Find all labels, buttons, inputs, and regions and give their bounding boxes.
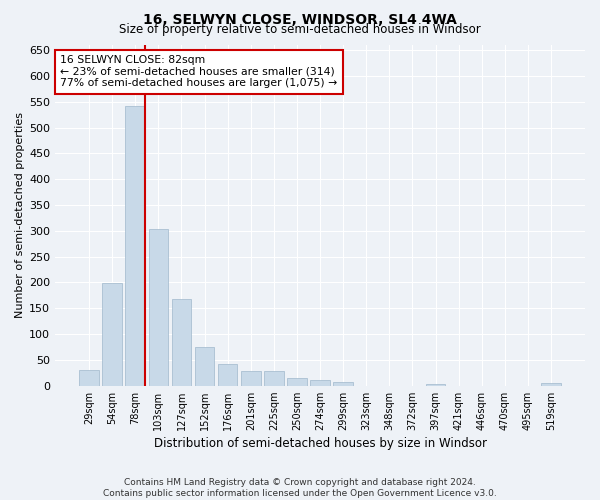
Bar [172, 300, 191, 386]
Bar [541, 383, 561, 386]
Text: Size of property relative to semi-detached houses in Windsor: Size of property relative to semi-detach… [119, 22, 481, 36]
Bar [218, 364, 238, 386]
Bar [264, 370, 284, 386]
Y-axis label: Number of semi-detached properties: Number of semi-detached properties [15, 112, 25, 318]
Text: 16 SELWYN CLOSE: 82sqm
← 23% of semi-detached houses are smaller (314)
77% of se: 16 SELWYN CLOSE: 82sqm ← 23% of semi-det… [61, 55, 338, 88]
Text: 16, SELWYN CLOSE, WINDSOR, SL4 4WA: 16, SELWYN CLOSE, WINDSOR, SL4 4WA [143, 12, 457, 26]
Bar [241, 370, 260, 386]
Bar [149, 230, 168, 386]
Bar [195, 348, 214, 386]
Bar [334, 382, 353, 386]
Bar [125, 106, 145, 386]
Bar [310, 380, 330, 386]
Bar [79, 370, 99, 386]
Bar [287, 378, 307, 386]
Bar [426, 384, 445, 386]
Bar [103, 283, 122, 386]
X-axis label: Distribution of semi-detached houses by size in Windsor: Distribution of semi-detached houses by … [154, 437, 487, 450]
Text: Contains HM Land Registry data © Crown copyright and database right 2024.
Contai: Contains HM Land Registry data © Crown c… [103, 478, 497, 498]
